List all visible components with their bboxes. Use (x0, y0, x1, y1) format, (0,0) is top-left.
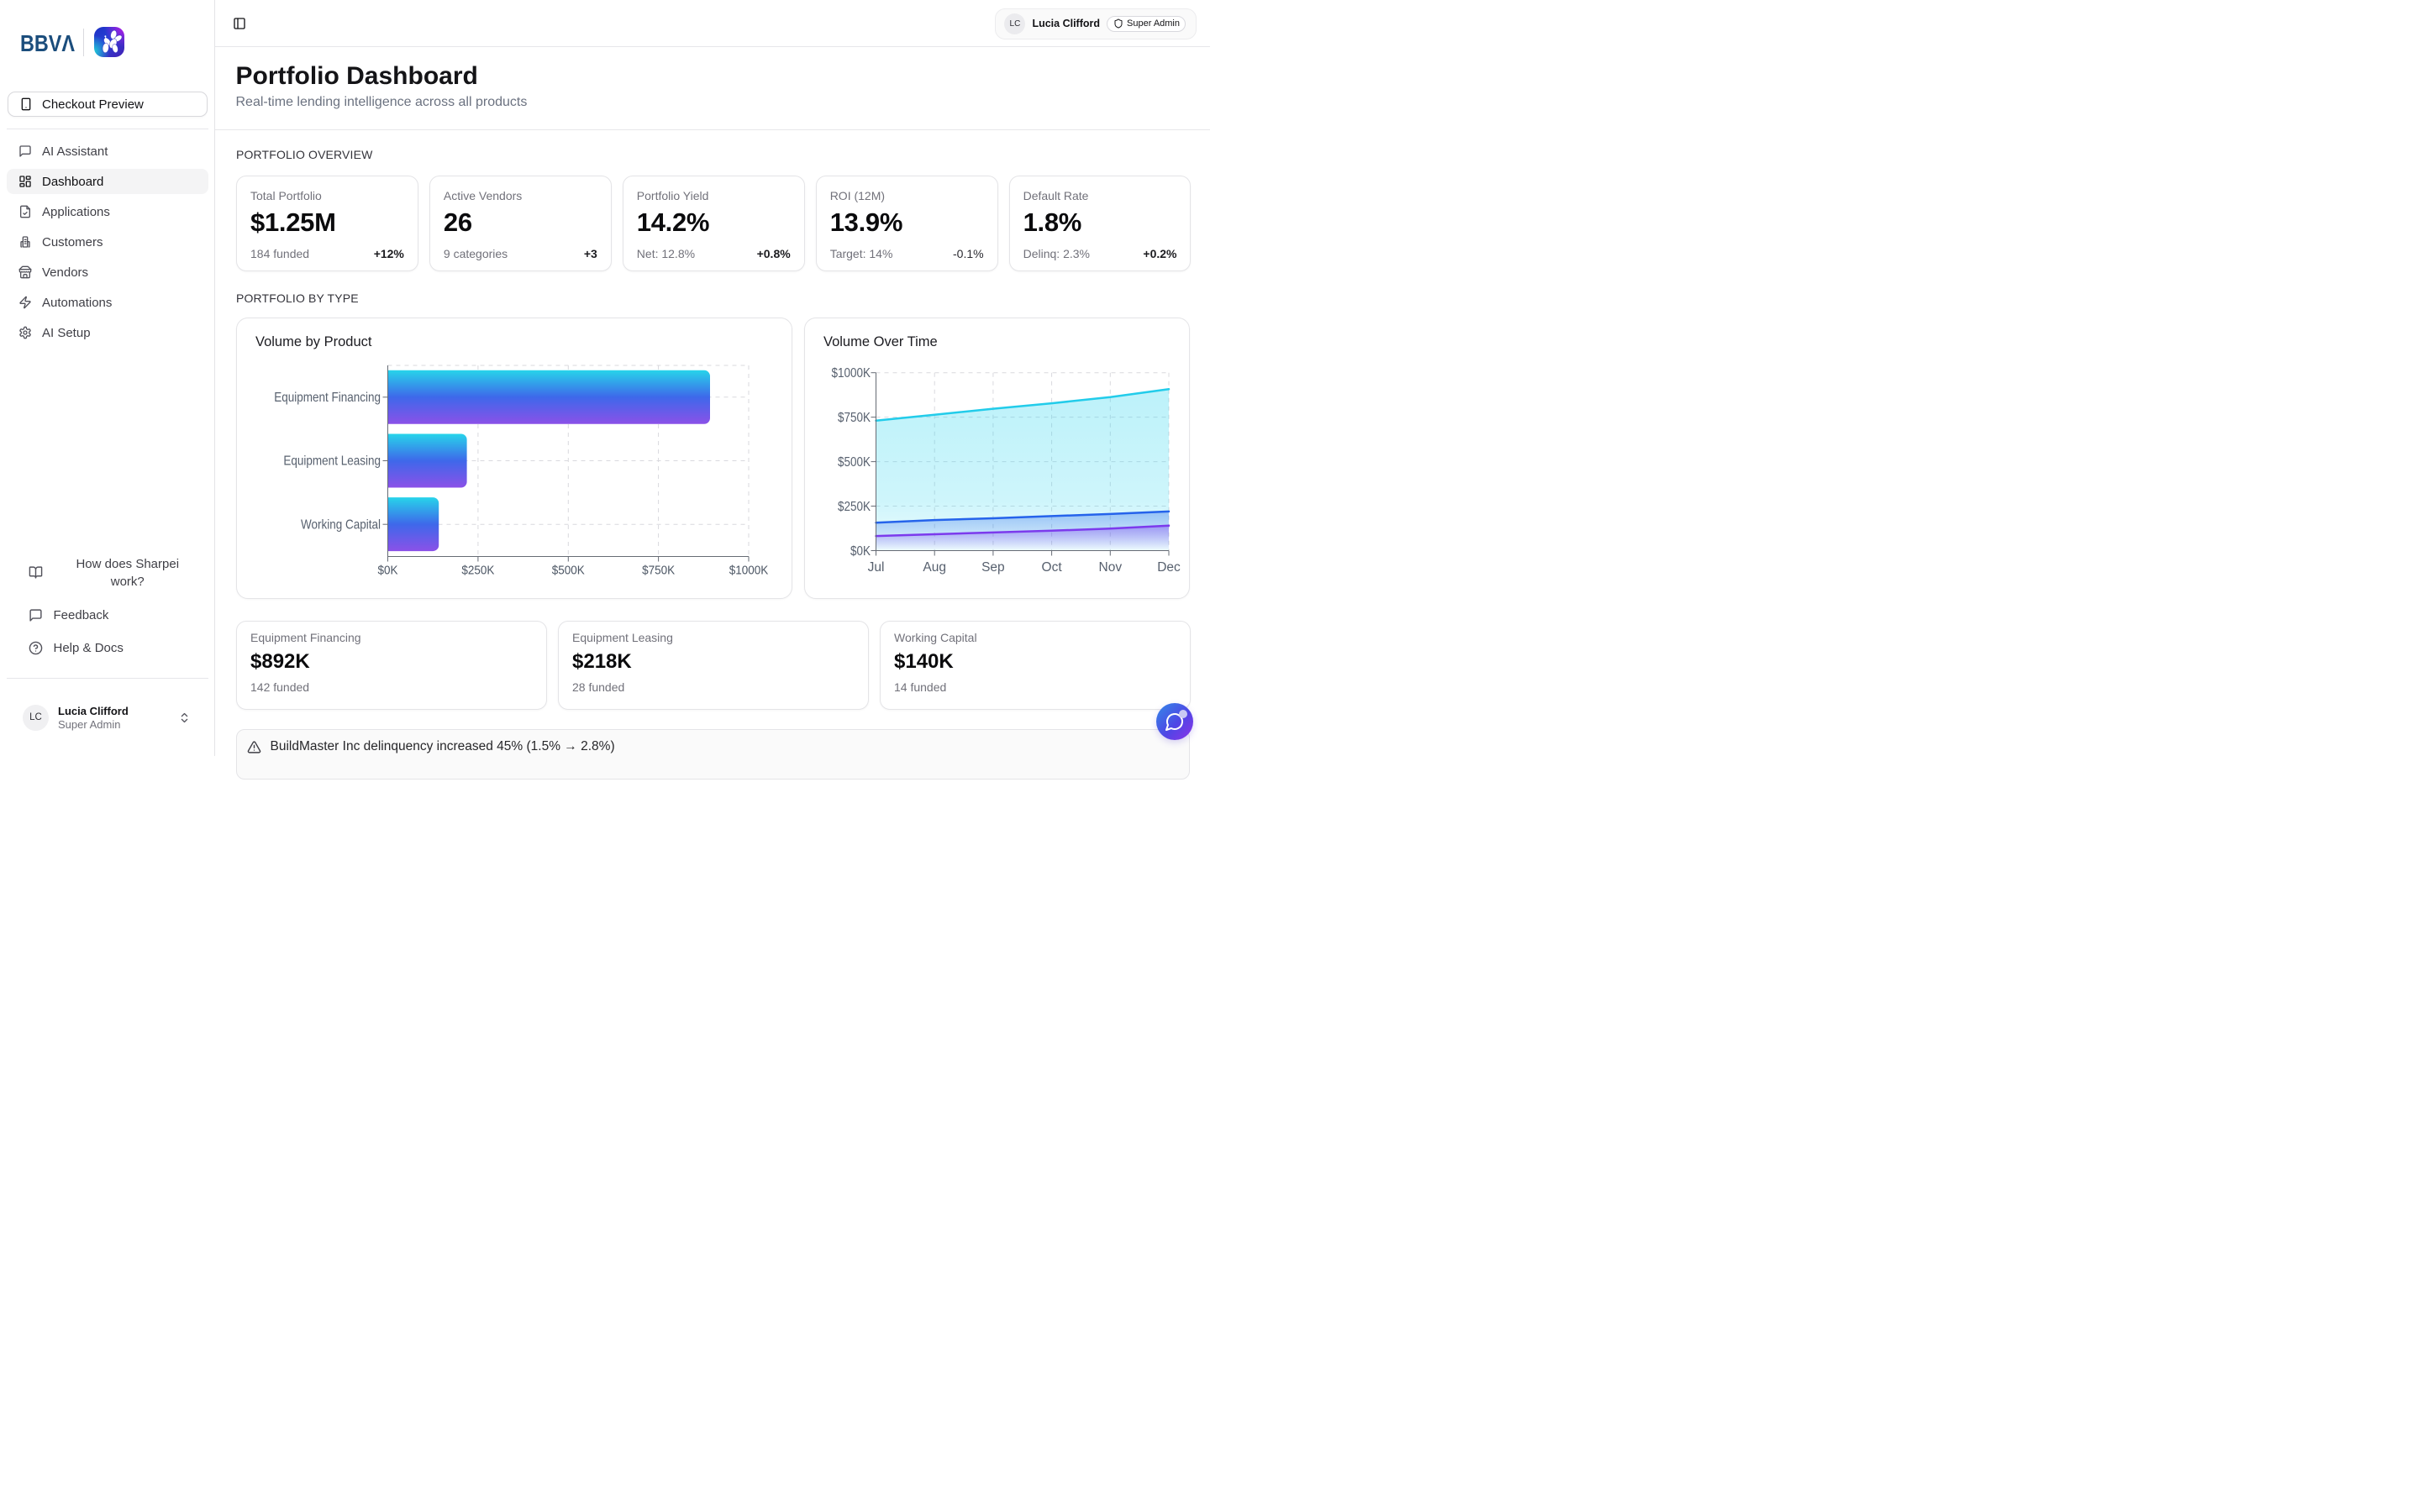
svg-text:Equipment Leasing: Equipment Leasing (283, 454, 381, 469)
svg-text:Jul: Jul (868, 560, 885, 575)
svg-text:$1000K: $1000K (729, 564, 769, 578)
svg-text:$1000K: $1000K (832, 366, 871, 381)
svg-text:Dec: Dec (1157, 560, 1181, 575)
svg-text:$0K: $0K (850, 544, 871, 559)
svg-text:$250K: $250K (838, 500, 871, 514)
svg-text:Equipment Financing: Equipment Financing (274, 391, 381, 405)
svg-text:Aug: Aug (923, 560, 946, 575)
svg-text:$500K: $500K (838, 455, 871, 470)
svg-text:Working Capital: Working Capital (301, 517, 381, 532)
svg-text:$750K: $750K (642, 564, 675, 578)
svg-text:Nov: Nov (1099, 560, 1123, 575)
svg-text:$750K: $750K (838, 411, 871, 425)
svg-text:$500K: $500K (552, 564, 585, 578)
svg-text:Sep: Sep (981, 560, 1005, 575)
svg-text:$250K: $250K (461, 564, 494, 578)
svg-text:$0K: $0K (378, 564, 398, 578)
svg-text:Oct: Oct (1042, 560, 1063, 575)
